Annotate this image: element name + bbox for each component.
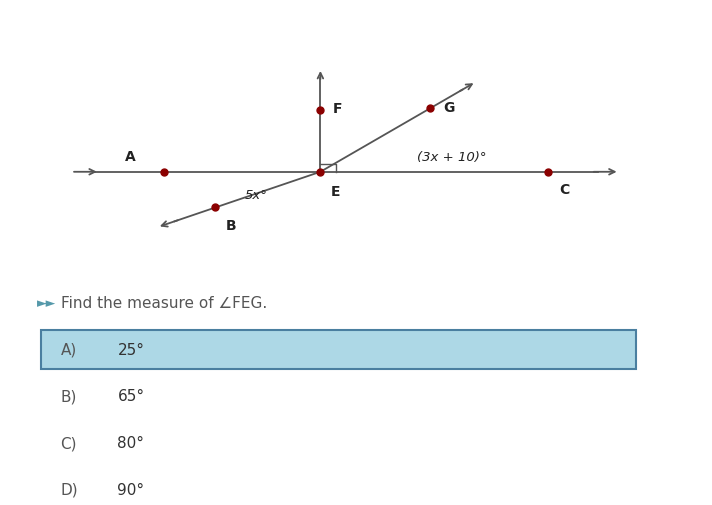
Text: 25°: 25° <box>117 342 145 357</box>
Text: A: A <box>125 150 135 164</box>
Text: A): A) <box>61 342 77 357</box>
Text: C): C) <box>61 435 77 450</box>
Text: G: G <box>443 100 454 114</box>
Text: Find the measure of ∠FEG.: Find the measure of ∠FEG. <box>61 295 267 310</box>
Text: B): B) <box>61 389 77 403</box>
FancyBboxPatch shape <box>41 330 636 369</box>
Text: (3x + 10)°: (3x + 10)° <box>417 150 486 164</box>
Text: B: B <box>226 218 236 232</box>
Text: 65°: 65° <box>117 389 145 403</box>
Text: 5x°: 5x° <box>245 188 268 201</box>
Text: E: E <box>331 184 340 198</box>
Text: D): D) <box>61 482 78 497</box>
Text: ►►: ►► <box>37 296 56 309</box>
Text: 90°: 90° <box>117 482 145 497</box>
Text: 80°: 80° <box>117 435 145 450</box>
Text: F: F <box>333 102 342 116</box>
Text: C: C <box>559 183 569 197</box>
